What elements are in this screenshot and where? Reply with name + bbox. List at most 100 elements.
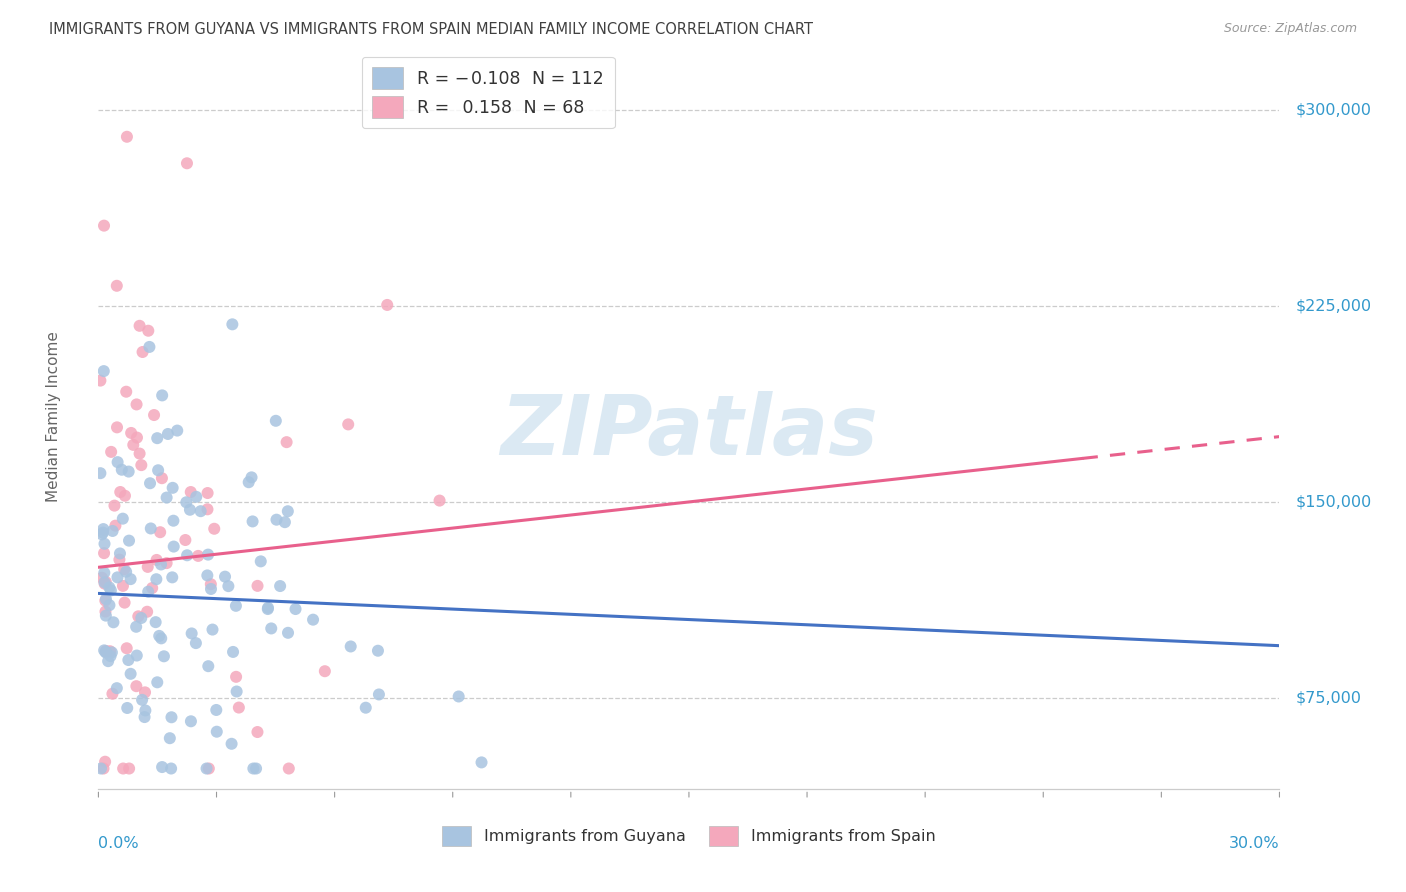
Point [148, 629, 170, 643]
Point [117, 653, 139, 667]
Point [150, 471, 173, 485]
Point [118, 465, 141, 479]
Point [217, 579, 239, 593]
Point [93, 576, 115, 591]
Point [242, 762, 264, 776]
Point [221, 318, 243, 332]
Point [274, 515, 297, 529]
Point [93, 546, 115, 560]
Point [93, 566, 115, 580]
Text: $75,000: $75,000 [1295, 690, 1361, 706]
Text: Source: ZipAtlas.com: Source: ZipAtlas.com [1223, 22, 1357, 36]
Point [145, 615, 167, 629]
Point [128, 446, 150, 460]
Point [176, 156, 198, 170]
Point [202, 522, 225, 536]
Point [225, 684, 247, 698]
Point [205, 724, 228, 739]
Point [146, 463, 169, 477]
Point [115, 129, 138, 144]
Point [98, 644, 121, 658]
Point [200, 577, 222, 591]
Point [93, 762, 115, 776]
Point [114, 596, 136, 610]
Point [225, 599, 247, 613]
Point [180, 714, 202, 729]
Point [94, 574, 117, 589]
Point [150, 760, 173, 774]
Point [98, 598, 121, 612]
Point [125, 648, 148, 663]
Point [179, 502, 201, 516]
Point [276, 435, 298, 450]
Point [269, 579, 291, 593]
Point [91, 525, 114, 540]
Point [134, 710, 156, 724]
Point [136, 605, 159, 619]
Point [339, 640, 361, 654]
Point [125, 679, 148, 693]
Point [97, 654, 120, 668]
Point [190, 504, 212, 518]
Point [122, 438, 145, 452]
Point [277, 762, 299, 776]
Point [150, 632, 173, 646]
Point [153, 649, 176, 664]
Point [93, 575, 115, 590]
Point [429, 493, 451, 508]
Point [240, 470, 263, 484]
Point [103, 615, 125, 630]
Point [205, 703, 228, 717]
Point [470, 756, 492, 770]
Point [197, 502, 219, 516]
Point [249, 554, 271, 568]
Point [107, 455, 129, 469]
Point [120, 572, 142, 586]
Point [115, 565, 138, 579]
Point [195, 568, 218, 582]
Point [108, 546, 131, 560]
Point [108, 552, 131, 566]
Point [174, 533, 197, 547]
Point [159, 731, 181, 746]
Point [160, 762, 183, 776]
Point [184, 636, 207, 650]
Point [176, 495, 198, 509]
Point [103, 499, 125, 513]
Point [107, 570, 129, 584]
Point [214, 569, 236, 583]
Point [118, 762, 141, 776]
Text: 30.0%: 30.0% [1229, 837, 1279, 852]
Point [105, 278, 128, 293]
Point [198, 762, 221, 776]
Point [260, 622, 283, 636]
Point [284, 602, 307, 616]
Point [127, 609, 149, 624]
Point [94, 593, 117, 607]
Point [277, 504, 299, 518]
Point [200, 582, 222, 596]
Point [145, 553, 167, 567]
Point [187, 549, 209, 563]
Point [125, 431, 148, 445]
Point [131, 458, 153, 472]
Point [180, 626, 202, 640]
Point [136, 324, 159, 338]
Point [143, 408, 166, 422]
Point [115, 641, 138, 656]
Point [89, 466, 111, 480]
Point [225, 670, 247, 684]
Point [111, 463, 134, 477]
Point [145, 572, 167, 586]
Point [222, 645, 245, 659]
Point [91, 571, 114, 585]
Point [94, 608, 117, 623]
Point [162, 481, 184, 495]
Point [125, 397, 148, 411]
Legend: Immigrants from Guyana, Immigrants from Spain: Immigrants from Guyana, Immigrants from … [436, 820, 942, 852]
Point [277, 625, 299, 640]
Point [114, 489, 136, 503]
Point [115, 701, 138, 715]
Point [111, 511, 134, 525]
Point [150, 558, 173, 572]
